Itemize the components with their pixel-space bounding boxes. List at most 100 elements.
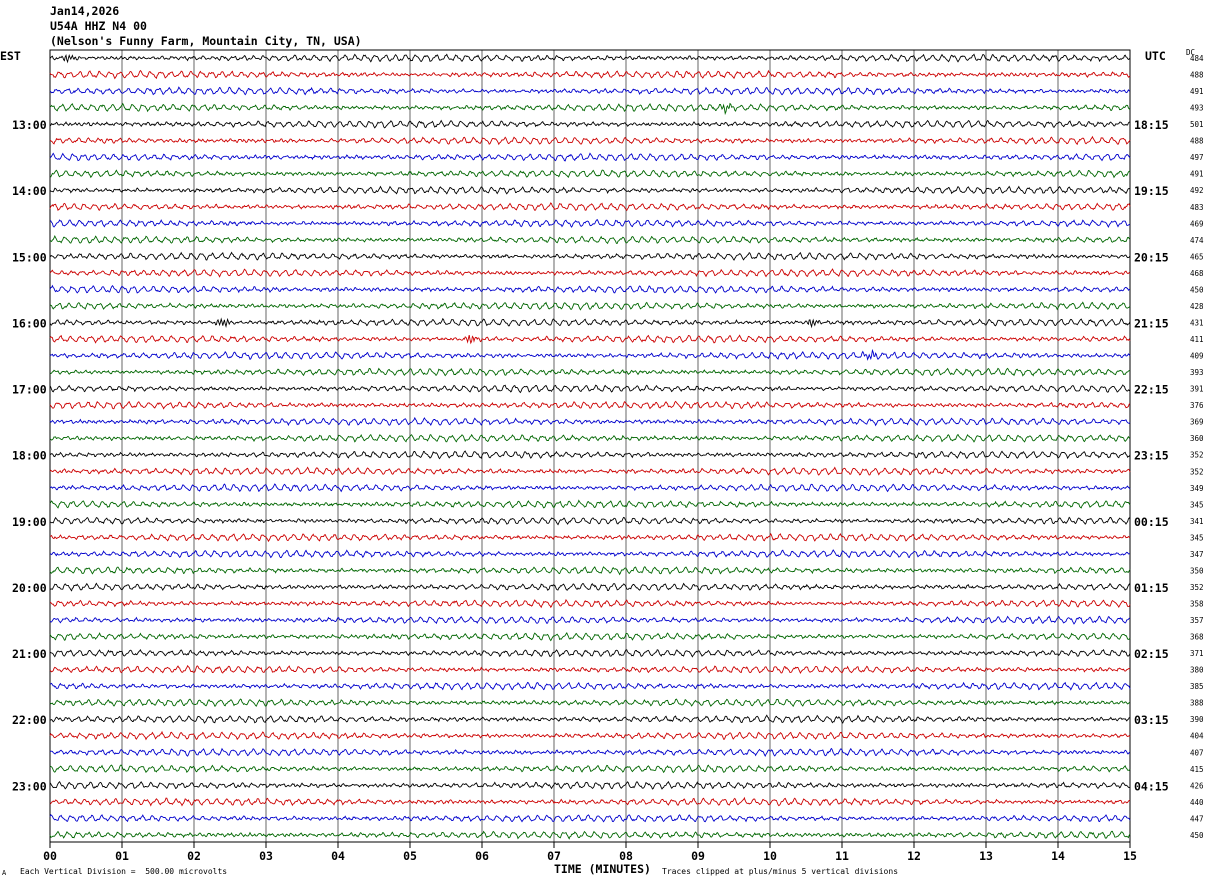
dc-offset-label: 390	[1190, 715, 1204, 724]
seismic-trace	[49, 566, 1131, 576]
seismic-trace	[49, 416, 1131, 427]
dc-offset-label: 447	[1190, 814, 1204, 823]
station-code: U54A HHZ N4 00	[50, 19, 147, 33]
dc-offset-label: 380	[1190, 666, 1204, 675]
dc-offset-label: 345	[1190, 533, 1204, 542]
dc-offset-label: 484	[1190, 54, 1204, 63]
seismic-trace	[49, 135, 1131, 146]
x-tick-label: 12	[907, 849, 921, 863]
x-tick-label: 06	[475, 849, 489, 863]
x-tick-label: 14	[1051, 849, 1065, 863]
dc-offset-label: 415	[1190, 765, 1204, 774]
x-tick-label: 00	[43, 849, 57, 863]
dc-offset-label: 347	[1190, 550, 1204, 559]
dc-offset-label: 492	[1190, 186, 1204, 195]
x-tick-label: 13	[979, 849, 993, 863]
hour-label-left: 23:00	[12, 779, 47, 793]
dc-offset-label: 497	[1190, 153, 1204, 162]
clipping-note: Traces clipped at plus/minus 5 vertical …	[662, 867, 899, 876]
hour-label-left: 15:00	[12, 250, 47, 264]
seismic-trace	[49, 284, 1130, 294]
seismic-trace	[49, 384, 1131, 394]
seismic-trace	[49, 69, 1131, 80]
seismic-trace	[49, 466, 1131, 476]
seismic-trace	[50, 218, 1131, 229]
timezone-right-label: UTC	[1145, 49, 1166, 63]
dc-offset-label: 426	[1190, 781, 1204, 790]
dc-offset-label: 411	[1190, 335, 1204, 344]
hour-label-right: 03:15	[1134, 713, 1169, 727]
dc-offset-label: 385	[1190, 682, 1204, 691]
dc-offset-label: 349	[1190, 484, 1204, 493]
seismic-trace	[49, 681, 1131, 691]
seismic-trace	[49, 169, 1131, 179]
x-tick-label: 11	[835, 849, 849, 863]
station-location: (Nelson's Funny Farm, Mountain City, TN,…	[50, 34, 362, 48]
hour-label-right: 18:15	[1134, 118, 1169, 132]
seismic-trace	[49, 764, 1131, 774]
seismic-trace	[49, 367, 1131, 377]
vertical-division-note: Each Vertical Division = 500.00 microvol…	[20, 867, 228, 876]
seismic-trace	[49, 119, 1131, 129]
x-tick-label: 15	[1123, 849, 1137, 863]
seismic-trace	[49, 830, 1131, 840]
dc-offset-label: 428	[1190, 302, 1204, 311]
seismic-trace	[49, 532, 1131, 543]
x-tick-label: 03	[259, 849, 273, 863]
dc-offset-label: 368	[1190, 633, 1204, 642]
seismic-trace	[49, 202, 1131, 212]
dc-offset-label: 483	[1190, 203, 1204, 212]
seismic-trace	[49, 235, 1131, 245]
dc-offset-label: 352	[1190, 467, 1204, 476]
x-axis-label: TIME (MINUTES)	[554, 862, 651, 876]
dc-offset-label: 474	[1190, 236, 1204, 245]
dc-offset-label: 360	[1190, 434, 1204, 443]
dc-offset-label: 393	[1190, 368, 1204, 377]
hour-label-right: 02:15	[1134, 647, 1169, 661]
x-tick-label: 07	[547, 849, 561, 863]
dc-column-label: DC	[1186, 48, 1196, 57]
seismic-trace	[49, 185, 1131, 195]
dc-offset-label: 345	[1190, 500, 1204, 509]
dc-offset-label: 450	[1190, 285, 1204, 294]
dc-offset-label: 350	[1190, 566, 1204, 575]
plot-frame	[49, 49, 1131, 843]
dc-offset-label: 358	[1190, 599, 1204, 608]
seismic-trace	[49, 433, 1131, 443]
hour-label-left: 18:00	[12, 449, 47, 463]
footer-mark: A	[2, 869, 7, 877]
seismic-trace	[49, 102, 1131, 116]
dc-offset-label: 488	[1190, 137, 1204, 146]
dc-offset-label: 491	[1190, 170, 1204, 179]
dc-offset-label: 409	[1190, 352, 1204, 361]
seismic-trace	[49, 747, 1131, 758]
seismic-trace	[49, 317, 1131, 329]
hour-label-right: 19:15	[1134, 184, 1169, 198]
dc-offset-label: 491	[1190, 87, 1204, 96]
dc-offset-label: 371	[1190, 649, 1204, 658]
hour-label-right: 21:15	[1134, 316, 1169, 330]
hour-label-left: 20:00	[12, 581, 47, 595]
dc-offset-label: 450	[1190, 831, 1204, 840]
hour-label-left: 22:00	[12, 713, 47, 727]
dc-offset-label: 391	[1190, 385, 1204, 394]
seismic-trace	[49, 152, 1131, 162]
seismic-trace	[49, 251, 1131, 261]
dc-offset-label: 341	[1190, 517, 1204, 526]
dc-offset-label: 465	[1190, 252, 1204, 261]
x-tick-label: 01	[115, 849, 129, 863]
seismic-trace	[49, 268, 1131, 278]
dc-offset-label: 469	[1190, 219, 1204, 228]
dc-offset-label: 488	[1190, 71, 1204, 80]
hour-label-right: 23:15	[1134, 449, 1169, 463]
dc-offset-label: 404	[1190, 732, 1204, 741]
dc-offset-label: 440	[1190, 798, 1204, 807]
hour-label-left: 21:00	[12, 647, 47, 661]
seismic-trace	[49, 516, 1131, 526]
seismic-trace	[49, 796, 1131, 807]
dc-offset-label: 376	[1190, 401, 1204, 410]
hour-label-left: 16:00	[12, 316, 47, 330]
dc-offset-label: 431	[1190, 318, 1204, 327]
hour-label-right: 20:15	[1134, 250, 1169, 264]
x-tick-label: 10	[763, 849, 777, 863]
